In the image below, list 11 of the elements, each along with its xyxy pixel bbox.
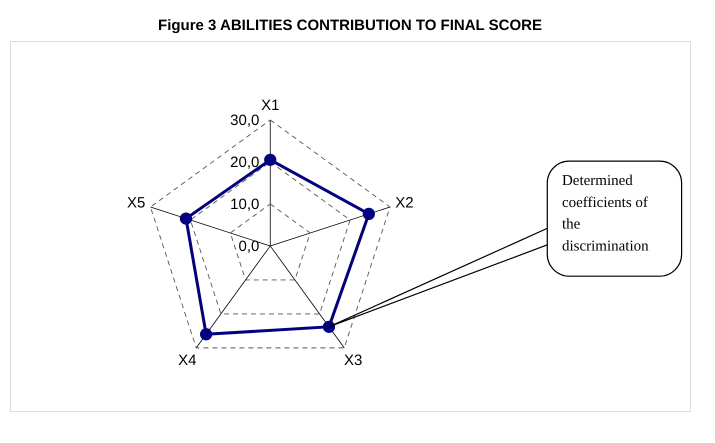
text: Determined coefficients of the discrimination — [562, 173, 649, 255]
y-tick-label: 0,0 — [238, 238, 260, 255]
spoke-label: X3 — [344, 352, 362, 370]
spoke-label: X4 — [178, 352, 197, 370]
spoke-label: X5 — [126, 194, 146, 212]
spoke-label: X1 — [261, 96, 280, 114]
y-tick-label: 10,0 — [230, 196, 260, 213]
chart-title: Figure 3 ABILITIES CONTRIBUTION TO FINAL SCORE — [158, 17, 542, 34]
y-tick-label: 20,0 — [230, 154, 260, 171]
y-tick-label: 30,0 — [230, 112, 260, 129]
spoke-label: X2 — [395, 194, 414, 212]
